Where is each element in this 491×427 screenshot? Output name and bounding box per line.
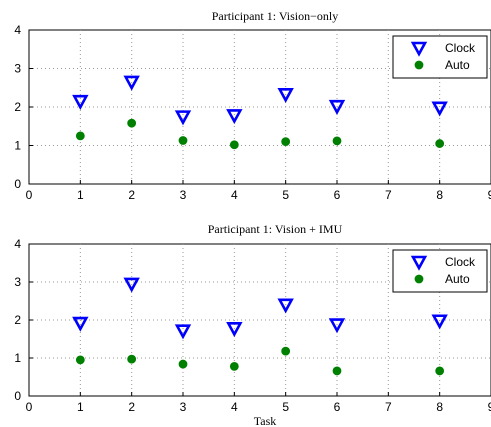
x-tick-label: 3 xyxy=(180,400,187,414)
data-point-clock xyxy=(277,87,294,104)
y-tick-label: 3 xyxy=(14,62,21,76)
data-point-auto xyxy=(229,140,239,150)
x-tick-label: 5 xyxy=(282,400,289,414)
legend-label-auto: Auto xyxy=(445,58,470,72)
y-tick-label: 2 xyxy=(14,100,21,114)
x-tick-label: 8 xyxy=(436,400,443,414)
legend-box xyxy=(392,249,488,293)
chart-panel-2: 0 1 2 3 4 5 6 7 8 9 0 1 2 3 4 Participant 1: Vision + I… xyxy=(14,222,491,427)
legend-label-clock: Clock xyxy=(445,41,476,55)
x-tick-label: 4 xyxy=(231,400,238,414)
series-auto xyxy=(75,118,445,150)
data-point-clock xyxy=(174,324,192,340)
data-point-clock xyxy=(123,277,140,293)
legend-marker-clock xyxy=(410,255,428,271)
y-tick-label: 2 xyxy=(14,313,21,327)
data-point-clock xyxy=(123,75,140,91)
y-tick-label: 4 xyxy=(14,23,21,37)
chart-panel-1: 0 1 2 3 4 5 6 7 8 9 0 1 2 3 4 Participant 1: Vision−onl… xyxy=(14,9,491,202)
y-tick-label: 1 xyxy=(14,139,21,153)
legend-label-auto: Auto xyxy=(445,272,470,286)
data-point-clock xyxy=(174,110,192,126)
data-point-auto xyxy=(281,137,291,147)
x-axis-label: Task xyxy=(254,414,277,427)
data-point-auto xyxy=(229,361,239,371)
legend: Clock Auto xyxy=(392,249,488,293)
chart-title: Participant 1: Vision−only xyxy=(212,9,339,23)
chart-title: Participant 1: Vision + IMU xyxy=(208,222,343,236)
data-point-auto xyxy=(178,136,188,145)
data-point-auto xyxy=(435,139,445,148)
data-point-clock xyxy=(226,322,243,338)
x-tick-label: 6 xyxy=(334,400,341,414)
data-point-auto xyxy=(127,118,137,128)
x-tick-label: 3 xyxy=(180,188,187,202)
x-tick-label: 9 xyxy=(488,188,491,202)
data-point-auto xyxy=(75,131,85,141)
data-point-clock xyxy=(72,94,89,110)
y-tick-label: 0 xyxy=(14,389,21,403)
data-point-auto xyxy=(332,136,342,146)
x-tick-label: 5 xyxy=(282,188,289,202)
x-tick-label: 4 xyxy=(231,188,238,202)
data-point-auto xyxy=(75,355,85,365)
data-point-auto xyxy=(178,359,188,369)
legend-marker-auto xyxy=(414,60,424,70)
data-point-clock xyxy=(226,109,243,125)
data-point-clock xyxy=(431,314,448,330)
x-tick-label: 2 xyxy=(128,400,135,414)
data-point-clock xyxy=(72,316,89,332)
series-clock xyxy=(72,75,448,126)
data-point-clock xyxy=(277,298,294,314)
x-tick-label: 0 xyxy=(26,400,33,414)
x-tick-label: 7 xyxy=(385,400,392,414)
x-tick-label: 1 xyxy=(77,188,84,202)
x-tick-label: 2 xyxy=(128,188,135,202)
data-point-clock xyxy=(328,318,346,334)
series-auto xyxy=(75,346,445,376)
data-point-auto xyxy=(127,354,137,364)
data-point-auto xyxy=(332,366,342,376)
y-tick-label: 1 xyxy=(14,351,21,365)
y-tick-label: 4 xyxy=(14,237,21,251)
x-tick-label: 8 xyxy=(436,188,443,202)
legend-marker-auto xyxy=(414,274,424,284)
legend-label-clock: Clock xyxy=(445,255,476,269)
legend-box xyxy=(392,35,488,79)
data-point-auto xyxy=(435,366,445,376)
x-tick-label: 0 xyxy=(26,188,33,202)
x-tick-label: 6 xyxy=(334,188,341,202)
x-tick-label: 7 xyxy=(385,188,392,202)
series-clock xyxy=(72,277,448,340)
y-tick-label: 3 xyxy=(14,275,21,289)
data-point-clock xyxy=(328,99,346,115)
x-tick-label: 1 xyxy=(77,400,84,414)
data-point-auto xyxy=(281,346,291,356)
legend-marker-clock xyxy=(410,41,428,57)
data-point-clock xyxy=(431,101,448,117)
x-tick-label: 9 xyxy=(488,400,491,414)
legend: Clock Auto xyxy=(392,35,488,79)
y-tick-label: 0 xyxy=(14,177,21,191)
